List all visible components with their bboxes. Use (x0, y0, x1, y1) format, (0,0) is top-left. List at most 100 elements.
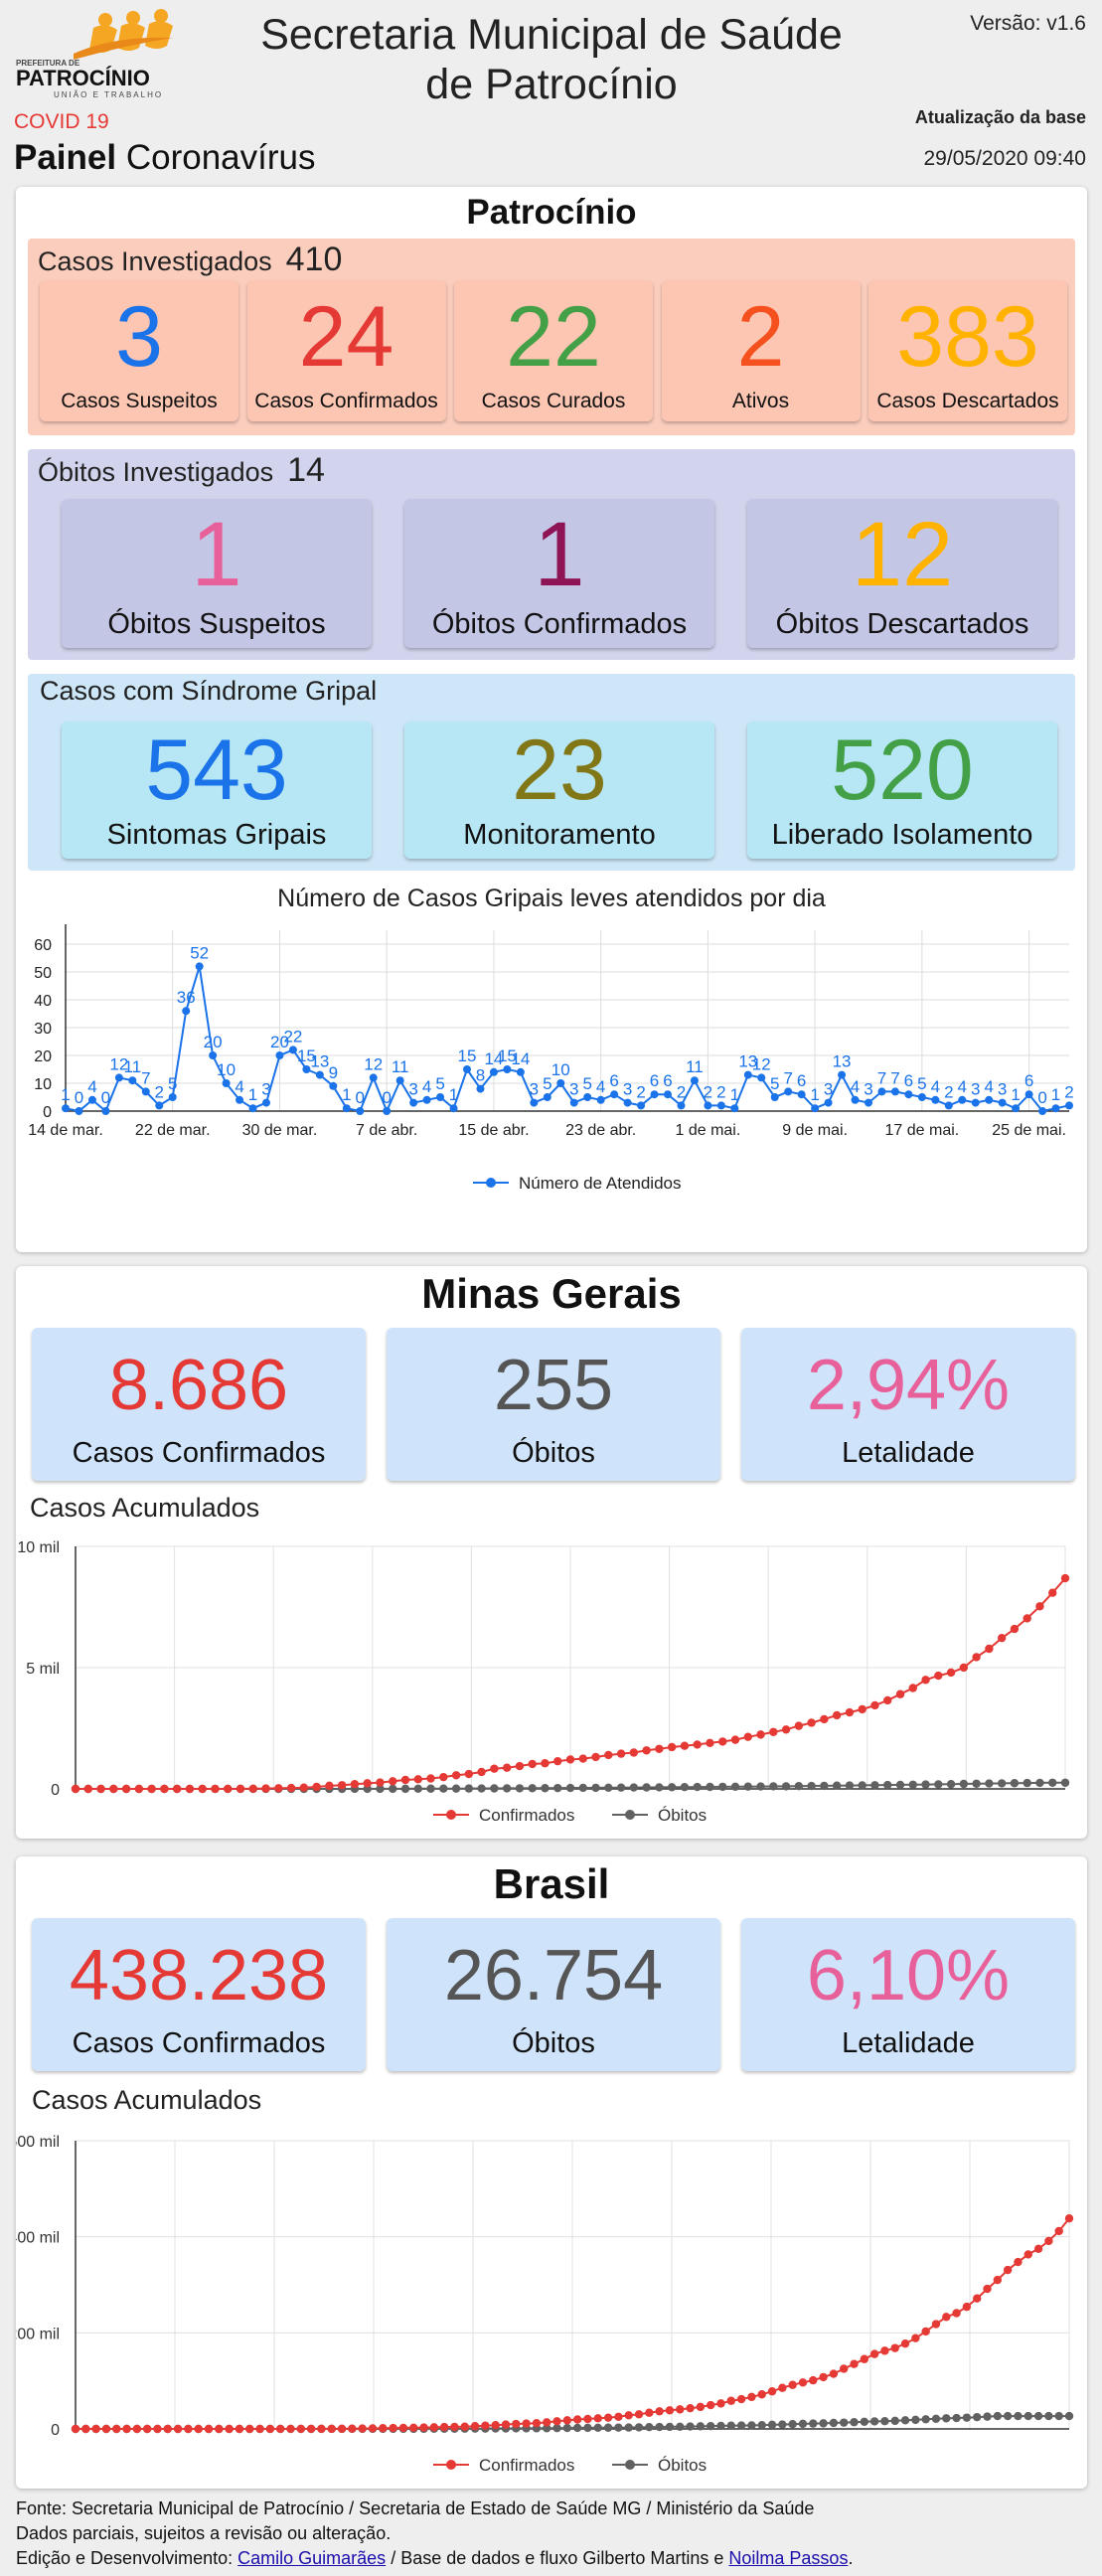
flu-chart-data-label: 2 (716, 1082, 725, 1101)
deaths-label: Óbitos Confirmados (431, 608, 688, 640)
brasil-chart-point (962, 2302, 972, 2312)
brasil-chart-point (706, 2421, 715, 2431)
brasil-chart-point (778, 2383, 787, 2392)
deaths-value: 12 (851, 504, 954, 605)
brasil-tile-0: 438.238 Casos Confirmados (32, 1918, 366, 2071)
minas-chart-point (946, 1668, 956, 1678)
flu-chart-point (890, 1087, 899, 1096)
brasil-chart-point (767, 2420, 777, 2430)
brasil-chart-y-tick: 600 mil (16, 2134, 60, 2151)
flu-chart-point (182, 1007, 191, 1016)
flu-chart-data-label: 13 (310, 1052, 329, 1071)
flu-chart-data-label: 9 (329, 1063, 338, 1082)
minas-chart-point (160, 1784, 169, 1794)
brasil-chart-point (163, 2424, 172, 2434)
investigated-label: Casos Investigados 410 (38, 241, 343, 278)
flu-chart-data-label: 6 (609, 1071, 618, 1090)
brasil-chart-point (184, 2424, 193, 2434)
minas-chart-title: Casos Acumulados (30, 1493, 260, 1523)
brasil-chart-point (716, 2421, 725, 2431)
minas-chart-point (743, 1732, 752, 1741)
brasil-chart-point (900, 2338, 910, 2348)
flu-chart-point (302, 1065, 311, 1073)
brasil-chart-point (767, 2387, 777, 2396)
brasil-value: 6,10% (806, 1936, 1011, 2015)
brasil-chart-title: Casos Acumulados (32, 2085, 262, 2115)
minas-chart-point (299, 1783, 309, 1792)
flu-chart-point (101, 1107, 110, 1115)
brasil-chart-point (869, 2349, 879, 2358)
minas-chart-point (96, 1784, 105, 1794)
flu-chart-data-label: 11 (124, 1057, 142, 1076)
flu-chart-data-label: 8 (476, 1066, 485, 1085)
flu-chart-point (342, 1104, 351, 1113)
flu-chart-point (155, 1101, 164, 1110)
minas-chart-point (426, 1774, 435, 1783)
covid-label: COVID 19 (14, 110, 109, 133)
flu-chart-point (650, 1090, 659, 1099)
brasil-chart-point (235, 2424, 244, 2434)
credit-link-camilo[interactable]: Camilo Guimarães (237, 2548, 387, 2568)
brasil-chart-point (327, 2424, 336, 2434)
brasil-chart-point (379, 2424, 388, 2433)
flu-chart-point (743, 1070, 752, 1079)
brasil-chart-point (624, 2411, 633, 2420)
flu-chart-data-label: 1 (342, 1085, 351, 1104)
flu-chart-point (489, 1067, 498, 1076)
brasil-chart-point (973, 2412, 982, 2422)
minas-chart-point (832, 1710, 842, 1720)
flu-chart-point (449, 1104, 458, 1113)
deaths-tile-1: 1 Óbitos Confirmados (404, 499, 714, 648)
flu-chart-x-tick: 17 de mai. (885, 1122, 960, 1139)
flu-chart-data-label: 2 (1064, 1082, 1073, 1101)
minas-chart-point (376, 1778, 385, 1787)
minas-chart-point (83, 1784, 92, 1794)
update-label: Atualização da base (914, 107, 1086, 127)
flu-chart-legend-label: Número de Atendidos (519, 1174, 682, 1193)
minas-chart-point (895, 1690, 905, 1698)
minas-chart-point (642, 1746, 651, 1755)
brasil-chart-point (645, 2423, 654, 2432)
flu-chart-data-label: 52 (190, 943, 209, 962)
brasil-title: Brasil (493, 1860, 610, 1907)
brasil-chart-point (101, 2424, 111, 2434)
brasil-chart-point (696, 2402, 706, 2412)
minas-chart-point (1010, 1624, 1020, 1634)
minas-chart-point (451, 1771, 461, 1780)
investigated-value: 2 (736, 289, 785, 385)
flu-chart-data-label: 13 (738, 1052, 757, 1071)
flu-chart-point (865, 1098, 872, 1107)
flu-chart-point (209, 1051, 218, 1059)
investigated-value: 3 (115, 289, 163, 385)
brasil-chart-point (962, 2413, 972, 2422)
brasil-chart-point (543, 2424, 551, 2433)
brasil-chart-point (275, 2424, 285, 2434)
brasil-chart-point (552, 2423, 561, 2433)
minas-chart-point (718, 1737, 727, 1746)
brasil-value: 26.754 (443, 1936, 664, 2015)
investigated-panel: Casos Investigados 410 3 Casos Suspeitos 24… (28, 239, 1075, 435)
minas-chart-legend-label: Confirmados (479, 1806, 574, 1825)
brasil-chart-point (993, 2275, 1003, 2285)
minas-chart-point (858, 1704, 866, 1714)
flu-chart-point (315, 1070, 324, 1079)
brasil-chart-point (706, 2400, 715, 2410)
page-title-line1: Secretaria Municipal de Saúde (260, 11, 843, 59)
minas-chart-point (655, 1783, 664, 1792)
flu-chart-point (1038, 1107, 1047, 1115)
flu-chart-data-label: 0 (356, 1088, 365, 1107)
flu-chart-data-label: 4 (235, 1077, 243, 1096)
investigated-value: 24 (298, 289, 394, 385)
credit-link-noilma[interactable]: Noilma Passos (728, 2548, 849, 2568)
flu-chart-point (288, 1046, 297, 1054)
minas-chart-point (604, 1750, 613, 1760)
flu-chart-data-label: 20 (270, 1033, 289, 1051)
brasil-cumulative-chart: 0 200 mil 400 mil 600 mil Confirmados Óbitos (16, 2134, 1074, 2475)
brasil-chart-point (1044, 2411, 1053, 2421)
minas-chart-point (553, 1756, 562, 1766)
minas-chart-point (921, 1780, 930, 1789)
flu-chart-y-tick: 0 (43, 1104, 52, 1121)
flu-panel: Casos com Síndrome Gripal 543 Sintomas Gr… (28, 674, 1075, 871)
deaths-value: 14 (287, 451, 325, 489)
minas-chart-point (134, 1784, 144, 1794)
